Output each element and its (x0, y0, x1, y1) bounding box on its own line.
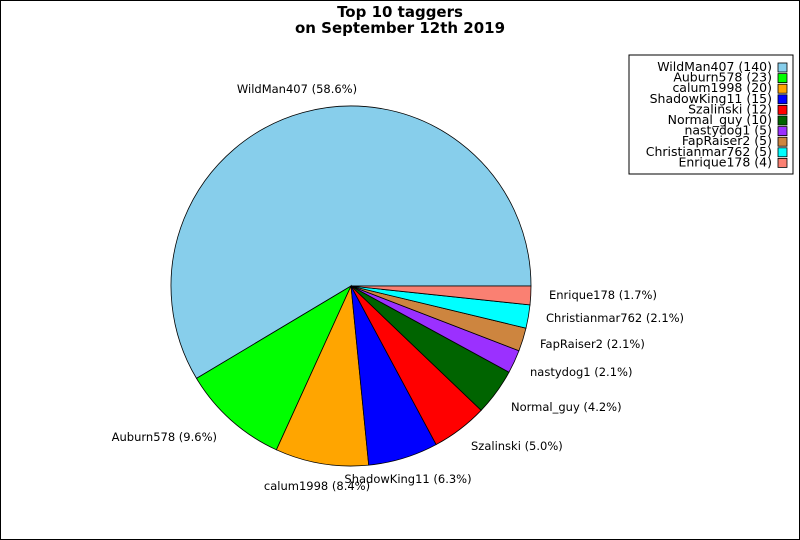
legend-label-christianmar762: Christianmar762 (5) (646, 144, 772, 159)
legend-label-wildman407: WildMan407 (140) (657, 59, 772, 74)
legend-swatch-normal_guy (777, 115, 788, 126)
slice-label-szalinski: Szalinski (5.0%) (471, 439, 563, 453)
legend-label-fapraiser2: FapRaiser2 (5) (682, 133, 772, 148)
legend-label-calum1998: calum1998 (20) (672, 80, 772, 95)
legend: WildMan407 (140)Auburn578 (23)calum1998 … (628, 54, 794, 175)
legend-label-auburn578: Auburn578 (23) (673, 70, 772, 85)
legend-label-szalinski: Szalinski (12) (688, 101, 772, 116)
slice-label-auburn578: Auburn578 (9.6%) (112, 430, 217, 444)
slice-label-nastydog1: nastydog1 (2.1%) (530, 365, 632, 379)
pie-slices (170, 105, 532, 467)
legend-swatch-christianmar762 (777, 147, 788, 158)
legend-swatch-enrique178 (777, 157, 788, 168)
pie-slice-auburn578 (195, 284, 352, 451)
legend-swatch-fapraiser2 (777, 136, 788, 147)
slice-label-wildman407: WildMan407 (58.6%) (237, 82, 357, 96)
legend-label-shadowking11: ShadowKing11 (15) (650, 91, 772, 106)
pie-slice-calum1998 (275, 284, 370, 467)
chart-title-line-2: on September 12th 2019 (295, 19, 505, 37)
slice-labels: WildMan407 (58.6%) Auburn578 (9.6%) calum1… (112, 82, 684, 493)
pie-slice-enrique178 (350, 285, 532, 306)
legend-swatch-wildman407 (777, 62, 788, 73)
legend-swatch-szalinski (777, 105, 788, 115)
slice-label-enrique178: Enrique178 (1.7%) (549, 288, 657, 302)
legend-swatch-auburn578 (777, 73, 788, 83)
slice-label-fapraiser2: FapRaiser2 (2.1%) (540, 337, 645, 351)
chart-title-line-1: Top 10 taggers (337, 3, 463, 21)
legend-box (628, 54, 794, 175)
slice-label-normal_guy: Normal_guy (4.2%) (511, 400, 622, 414)
slice-label-christianmar762: Christianmar762 (2.1%) (546, 311, 684, 325)
legend-label-normal_guy: Normal_guy (10) (668, 112, 772, 127)
slice-label-shadowking11: ShadowKing11 (6.3%) (344, 472, 471, 486)
legend-swatch-calum1998 (777, 83, 788, 94)
legend-label-enrique178: Enrique178 (4) (678, 154, 772, 169)
pie-slice-wildman407 (170, 105, 532, 379)
legend-swatch-shadowking11 (777, 94, 788, 105)
legend-label-nastydog1: nastydog1 (5) (684, 123, 772, 138)
slice-label-calum1998: calum1998 (8.4%) (264, 479, 370, 493)
legend-swatch-nastydog1 (777, 126, 788, 136)
